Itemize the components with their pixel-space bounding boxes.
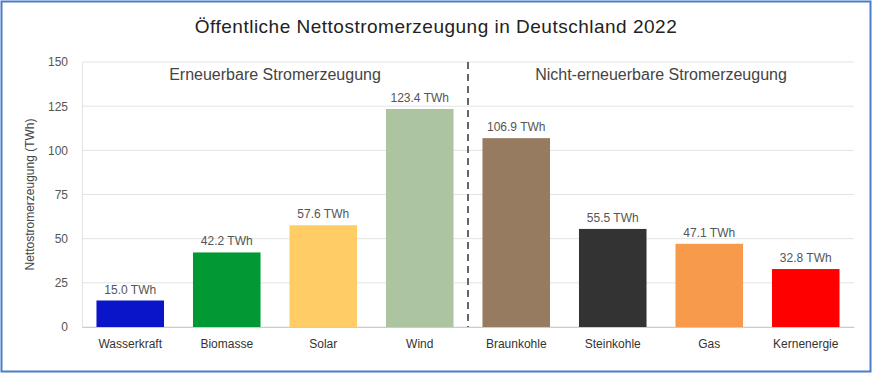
- y-tick: 0: [61, 320, 82, 334]
- y-tick: 25: [55, 276, 82, 290]
- x-tick: Wind: [406, 327, 433, 351]
- y-tick-label: 150: [48, 55, 68, 69]
- x-tick-label: Biomasse: [200, 337, 253, 351]
- group-annotation: Nicht-erneuerbare Stromerzeugung: [535, 66, 787, 83]
- bar: [579, 229, 647, 327]
- data-label: 15.0 TWh: [104, 283, 156, 297]
- y-axis: 0 25 50 75 100 125 150: [48, 55, 83, 334]
- x-tick: Wasserkraft: [98, 327, 162, 351]
- x-tick: Solar: [309, 327, 337, 351]
- y-axis-line: [82, 63, 83, 328]
- data-label: 32.8 TWh: [780, 251, 832, 265]
- y-tick-label: 125: [48, 100, 68, 114]
- group-divider: [467, 62, 469, 327]
- data-label: 42.2 TWh: [201, 234, 253, 248]
- y-tick: 75: [55, 188, 82, 202]
- y-tick: 125: [48, 100, 82, 114]
- x-tick: Braunkohle: [486, 327, 547, 351]
- data-label: 55.5 TWh: [587, 211, 639, 225]
- x-tick: Kernenergie: [773, 327, 839, 351]
- frame: [2, 2, 871, 372]
- x-tick-label: Wasserkraft: [98, 337, 162, 351]
- data-label: 123.4 TWh: [391, 91, 449, 105]
- title: Öffentliche Nettostromerzeugung in Deuts…: [195, 16, 677, 37]
- x-tick: Gas: [698, 327, 720, 351]
- x-tick-label: Wind: [406, 337, 433, 351]
- y-tick: 150: [48, 55, 82, 69]
- x-axis-line: [83, 327, 855, 328]
- y-tick-label: 50: [55, 232, 69, 246]
- grid-line: [82, 106, 854, 107]
- x-tick: Biomasse: [200, 327, 253, 351]
- data-labels: 15.0 TWh 42.2 TWh 57.6 TWh 123.4 TWh 106.9 T…: [104, 91, 831, 297]
- y-tick-label: 75: [55, 188, 69, 202]
- grid: [82, 62, 854, 327]
- y-tick: 50: [55, 232, 82, 246]
- x-tick-label: Steinkohle: [585, 337, 641, 351]
- bar: [289, 225, 357, 327]
- bar: [675, 244, 743, 327]
- bar: [772, 269, 840, 327]
- x-tick: Steinkohle: [585, 327, 641, 351]
- y-tick-label: 100: [48, 144, 68, 158]
- y-tick-label: 0: [61, 320, 68, 334]
- y-axis-title: Nettostromerzeugung (TWh): [23, 118, 37, 270]
- bar: [193, 252, 261, 327]
- grid-line: [82, 238, 854, 239]
- data-label: 47.1 TWh: [683, 226, 735, 240]
- x-tick-label: Kernenergie: [773, 337, 839, 351]
- bar: [482, 138, 550, 327]
- x-tick-label: Gas: [698, 337, 720, 351]
- bar: [386, 109, 454, 327]
- group-annotation: Erneuerbare Stromerzeugung: [169, 66, 381, 83]
- x-axis: Wasserkraft Biomasse Solar Wind Braunkohle St…: [83, 327, 855, 351]
- data-label: 57.6 TWh: [297, 207, 349, 221]
- chart: Öffentliche Nettostromerzeugung in Deuts…: [0, 0, 872, 373]
- y-tick: 100: [48, 144, 82, 158]
- bar: [96, 301, 164, 328]
- x-tick-label: Braunkohle: [486, 337, 547, 351]
- y-tick-label: 25: [55, 276, 69, 290]
- x-tick-label: Solar: [309, 337, 337, 351]
- data-label: 106.9 TWh: [487, 120, 545, 134]
